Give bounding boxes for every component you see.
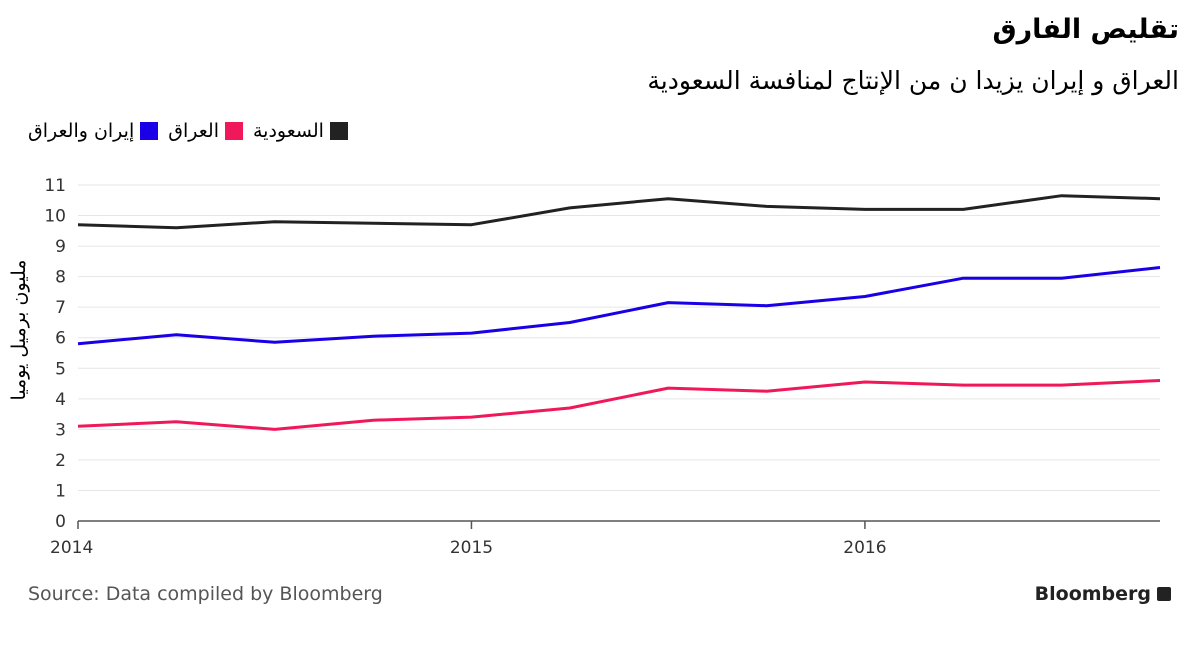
y-tick-labels: 0 1 2 3 4 5 6 7 8 9 10 11 (44, 176, 66, 532)
bloomberg-logo-icon (1157, 587, 1171, 601)
legend-item-saudi: السعودية (253, 120, 348, 142)
legend-swatch-saudi (329, 122, 348, 140)
brand-name: Bloomberg (1034, 583, 1151, 605)
legend-item-iran-iraq: إيران والعراق (28, 120, 159, 142)
legend-swatch-iran-iraq (140, 122, 159, 140)
y-tick-label: 3 (55, 420, 66, 440)
series-line-1 (77, 379, 1161, 431)
legend-item-iraq: العراق (168, 120, 243, 142)
x-tick-label: 2015 (450, 538, 493, 558)
y-tick-label: 4 (55, 390, 66, 410)
gridlines (78, 184, 1160, 491)
x-tick-label: 2016 (843, 538, 886, 558)
x-tick-label: 2014 (50, 538, 93, 558)
y-tick-label: 10 (44, 207, 66, 227)
series-lines (77, 194, 1161, 431)
y-tick-label: 0 (55, 512, 66, 532)
x-axis: 2014 2015 2016 (50, 520, 1160, 558)
y-tick-label: 9 (55, 237, 66, 257)
chart-title: تقليص الفارق (992, 14, 1180, 45)
legend-label-saudi: السعودية (253, 120, 324, 142)
y-tick-label: 2 (55, 451, 66, 471)
y-tick-label: 8 (55, 268, 66, 288)
legend-label-iraq: العراق (168, 120, 219, 142)
legend: السعودية العراق إيران والعراق (28, 120, 348, 142)
legend-swatch-iraq (225, 122, 243, 140)
y-tick-label: 7 (55, 298, 66, 318)
y-tick-label: 6 (55, 329, 66, 349)
y-tick-label: 11 (44, 176, 66, 196)
y-tick-label: 5 (55, 359, 66, 379)
source-note: Source: Data compiled by Bloomberg (28, 583, 383, 605)
series-line-0 (77, 194, 1161, 230)
legend-label-iran-iraq: إيران والعراق (28, 120, 135, 142)
brand-mark: Bloomberg (1035, 583, 1171, 605)
chart-subtitle: العراق و إيران يزيدا ن من الإنتاج لمنافس… (647, 66, 1179, 95)
series-line-2 (77, 266, 1161, 346)
y-tick-label: 1 (55, 481, 66, 501)
